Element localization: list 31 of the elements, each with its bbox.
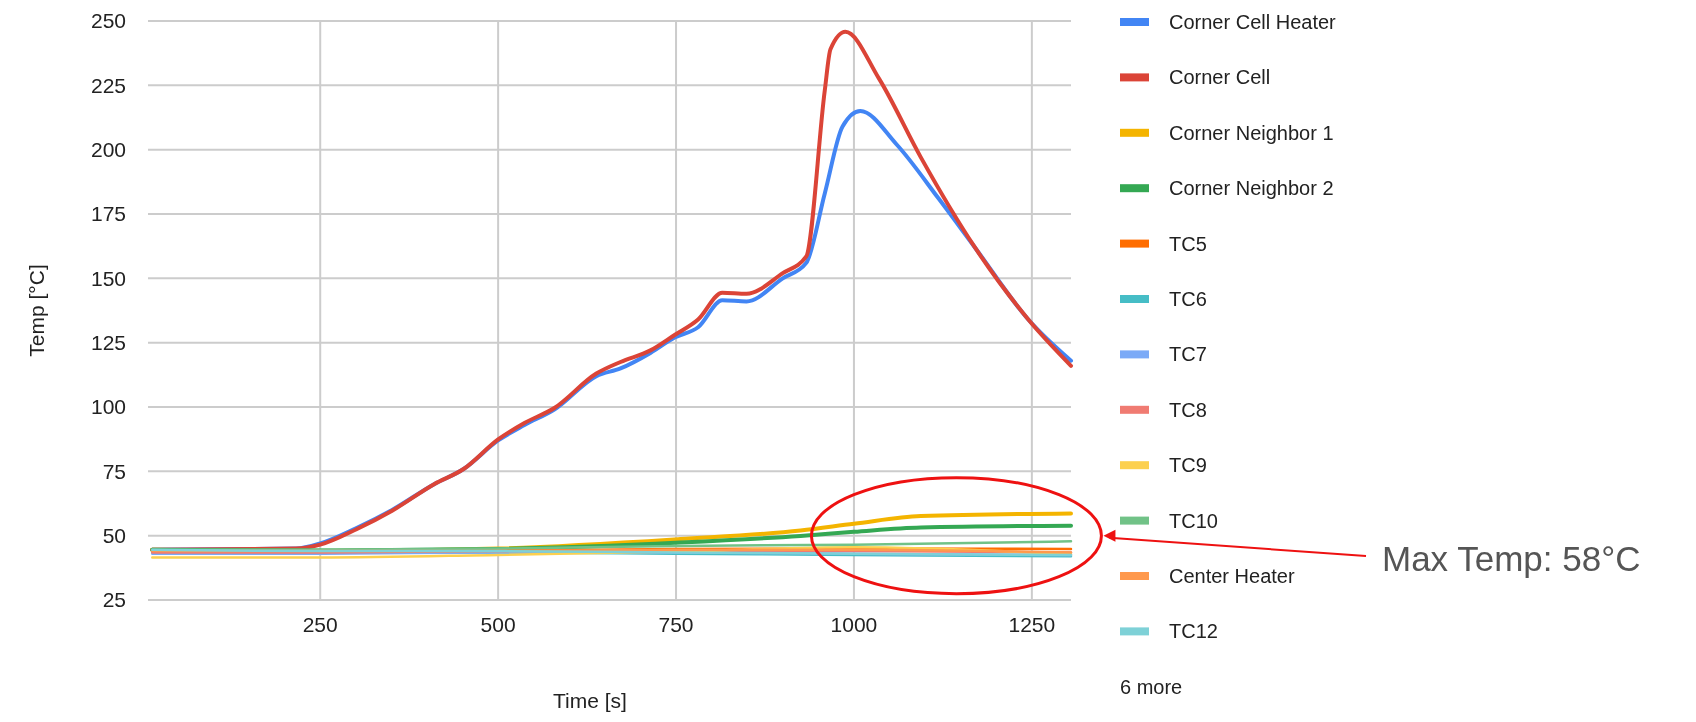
legend-label: Corner Neighbor 1 [1169, 121, 1334, 144]
legend-label: Corner Neighbor 2 [1169, 177, 1334, 200]
x-tick-label: 1250 [1008, 613, 1056, 636]
y-tick-label: 250 [90, 9, 126, 33]
legend-label: Corner Cell [1169, 66, 1271, 89]
x-tick-label: 500 [480, 613, 516, 636]
legend-label: Corner Cell Heater [1169, 11, 1337, 33]
x-axis-title: Time [s] [553, 689, 627, 712]
y-axis-title: Temp [°C] [25, 264, 48, 357]
legend-label: TC7 [1169, 343, 1207, 366]
y-tick-label: 150 [90, 266, 126, 290]
legend-label: TC5 [1169, 232, 1207, 255]
legend-label: TC9 [1169, 454, 1207, 477]
x-tick-label: 250 [302, 613, 338, 636]
legend-label: TC8 [1169, 398, 1207, 421]
y-tick-label: 200 [90, 138, 126, 162]
legend-label: TC6 [1169, 288, 1207, 310]
legend-label: TC10 [1169, 509, 1218, 532]
legend-label: Center Heater [1169, 565, 1295, 587]
x-tick-label: 1000 [830, 613, 878, 636]
text: 6 more [1120, 675, 1183, 698]
y-tick-label: 75 [102, 459, 126, 483]
y-tick-label: 225 [90, 73, 126, 97]
y-tick-label: 175 [90, 202, 126, 226]
y-tick-label: 100 [90, 395, 126, 419]
legend-label: TC12 [1169, 620, 1218, 643]
x-tick-label: 750 [658, 613, 694, 636]
y-tick-label: 125 [90, 331, 126, 355]
y-tick-label: 25 [102, 588, 126, 612]
y-tick-label: 50 [102, 524, 126, 548]
text: Max Temp: 58°C [1382, 539, 1641, 578]
